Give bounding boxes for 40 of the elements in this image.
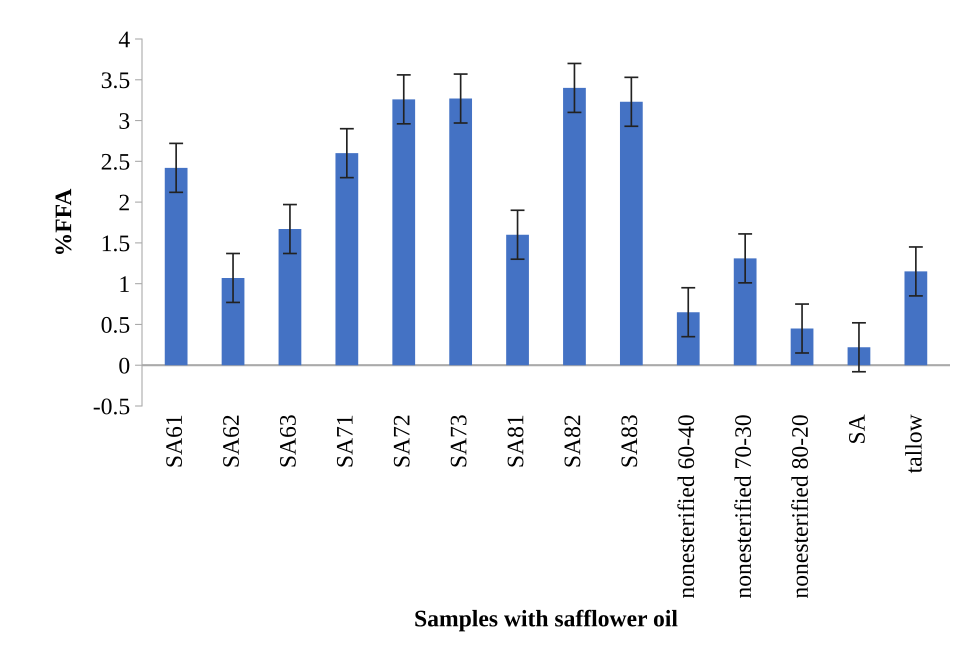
bar — [506, 234, 529, 366]
bar — [164, 168, 188, 366]
bar — [278, 229, 302, 366]
x-tick-label: SA71 — [336, 416, 353, 467]
bar — [563, 88, 586, 366]
bar — [335, 153, 358, 366]
x-tick-label: SA72 — [394, 416, 410, 467]
y-tick-label: 2 — [119, 194, 129, 210]
x-tick-label: SA61 — [166, 416, 182, 467]
x-tick-label: nonesterified 60-40 — [677, 415, 694, 598]
y-tick-label: 0.5 — [102, 316, 130, 333]
y-tick-label: -0.5 — [94, 398, 130, 415]
x-tick-label: SA83 — [621, 415, 638, 467]
bar — [449, 98, 472, 366]
y-tick-label: 3 — [120, 113, 130, 129]
y-tick-label: 0 — [119, 358, 130, 374]
bar — [222, 278, 244, 366]
x-axis-title: Samples with safflower oil — [415, 610, 678, 632]
x-tick-label: SA62 — [223, 416, 239, 467]
bar — [676, 312, 700, 366]
bar — [392, 99, 416, 366]
x-tick-label: nonesterified 70-30 — [734, 415, 752, 598]
y-tick-label: 3.5 — [102, 72, 130, 88]
x-tick-label: SA73 — [450, 415, 467, 467]
bar — [620, 102, 643, 366]
x-tick-label: nonesterified 80-20 — [791, 415, 808, 598]
bar — [904, 271, 928, 366]
x-tick-label: SA82 — [564, 416, 580, 467]
y-tick-label: 4 — [118, 32, 130, 48]
x-tick-label: tallow — [905, 414, 922, 474]
bar — [734, 258, 757, 366]
y-tick-label: 2.5 — [102, 154, 130, 170]
y-tick-label: 1 — [120, 276, 129, 292]
x-tick-label: SA81 — [508, 416, 524, 467]
y-tick-label: 1.5 — [102, 235, 130, 252]
bar — [848, 347, 870, 366]
x-tick-label: SA — [849, 414, 865, 443]
bar — [790, 328, 814, 366]
y-axis-title: %FFA — [55, 188, 72, 254]
x-tick-label: SA63 — [280, 415, 296, 467]
